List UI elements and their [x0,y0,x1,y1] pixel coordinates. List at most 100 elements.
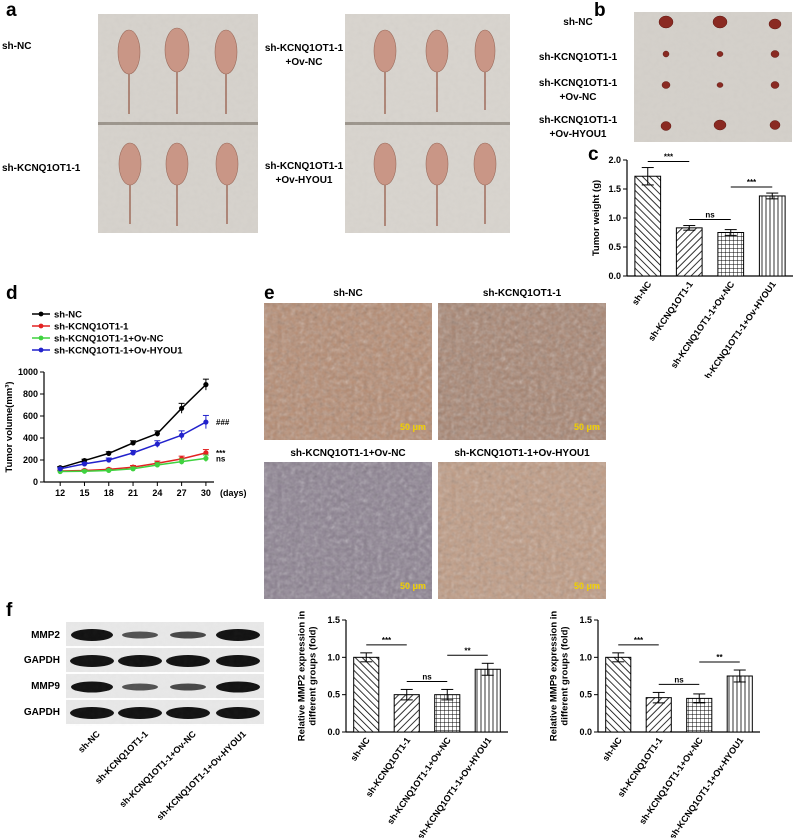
significance-label: ns [705,211,715,220]
mouse-photo-left [98,14,258,233]
panel-letter-e: e [264,283,275,304]
tumor-photo [634,12,792,142]
bar [645,697,672,733]
significance-label: ** [716,653,723,662]
legend-label: sh-KCNQ1OT1-1+Ov-NC [54,334,164,345]
x-tick-label: 15 [79,488,89,498]
y-tick-label: 800 [23,389,38,399]
chart-f-mmp2: 0.0 0.5 1.0 1.5 Relative MMP2 expression ind… [297,611,508,838]
significance-label: *** [382,636,392,645]
y-tick-label: 0.5 [579,690,592,700]
significance-label: *** [634,636,644,645]
x-tick-label: sh-KCNQ1OT1-1 [364,735,413,798]
scale-bar-1: 50 μm [574,422,601,432]
bar [686,697,713,733]
y-tick-label: 2.0 [608,155,621,165]
ihc-image-1 [438,303,606,440]
y-tick-label: 1.0 [608,213,621,223]
y-axis-label: Tumor weight (g) [591,180,602,256]
legend-marker [38,311,44,317]
x-tick-label: 12 [55,488,65,498]
blot-lane-label: sh-NC [76,729,102,755]
scale-bar-2: 50 μm [400,581,427,591]
mouse-shapes-left [117,27,239,226]
significance-label: *** [216,449,226,458]
y-axis-label: Tumor volume(mm³) [4,381,15,472]
x-tick-label: sh-KCNQ1OT1-1+Ov-HYOU1 [700,279,778,378]
x-tick-label: sh-NC [348,735,372,763]
wb-label-mmp2: MMP2 [31,630,60,641]
data-point [106,457,112,463]
data-point [179,459,185,465]
panel-b-row-label-3: sh-KCNQ1OT1-1 +Ov-HYOU1 [538,115,618,140]
wb-label-gapdh-1: GAPDH [23,655,60,666]
tumor-samples [658,15,782,131]
bar [434,694,461,733]
y-tick-label: 1.0 [327,652,340,662]
x-tick-label: sh-KCNQ1OT1-1+Ov-HYOU1 [415,735,493,838]
y-tick-label: 600 [23,411,38,421]
y-axis-label: Relative MMP9 expression indifferent gro… [549,611,571,742]
significance-label: ** [464,646,471,655]
significance-label: ### [216,418,230,427]
y-tick-label: 0.0 [327,727,340,737]
significance-label: *** [747,178,757,187]
legend-marker [38,323,44,329]
significance-label: ns [216,454,226,463]
bar [605,656,632,733]
data-point [154,462,160,468]
ihc-title-3: sh-KCNQ1OT1-1+Ov-HYOU1 [454,448,590,459]
y-axis-label: Relative MMP2 expression indifferent gro… [297,611,319,742]
mouse-photo-right [345,14,510,233]
bar [353,656,380,733]
scale-bar-3: 50 μm [574,581,601,591]
y-tick-label: 0.5 [327,690,340,700]
panel-b-row-label-1: sh-KCNQ1OT1-1 [538,52,618,63]
y-tick-label: 1.5 [608,184,621,194]
data-point [130,466,136,472]
x-tick-label: sh-NC [630,279,654,307]
ihc-title-2: sh-KCNQ1OT1-1+Ov-NC [290,448,406,459]
y-tick-label: 1.5 [327,615,340,625]
x-tick-label: 21 [128,488,138,498]
blot-lane-label: sh-KCNQ1OT1-1+Ov-HYOU1 [155,729,248,822]
bar [717,232,745,277]
panel-letter-c: c [588,144,599,165]
ihc-image-3 [438,462,606,599]
panel-a-label-ov-hyou1: sh-KCNQ1OT1-1 +Ov-HYOU1 [264,161,344,186]
x-tick-label: sh-KCNQ1OT1-1 [616,735,665,798]
data-point [203,419,209,425]
chart-d: 0 200 400 600 800 1000 12 15 18 21 24 27 30 (days) Tum… [4,310,247,499]
data-point [130,450,136,456]
panel-b-row-label-2: sh-KCNQ1OT1-1 +Ov-NC [538,78,618,103]
x-tick-label: 30 [201,488,211,498]
data-point [179,432,185,438]
panel-b-row-label-0: sh-NC [563,17,593,28]
y-tick-label: 400 [23,433,38,443]
legend-marker [38,335,44,341]
data-point [203,450,209,456]
y-tick-label: 0.5 [608,242,621,252]
bar [726,675,753,733]
data-point [57,466,63,472]
y-tick-label: 0.0 [579,727,592,737]
data-point [106,467,112,474]
bar [393,694,420,733]
bar [474,668,501,733]
data-point [106,450,112,456]
x-tick-label: 27 [177,488,187,498]
x-tick-label: 18 [104,488,114,498]
x-tick-label: 24 [152,488,162,498]
legend-label: sh-KCNQ1OT1-1 [54,322,129,333]
legend-marker [38,347,44,353]
panel-a-label-sh-kcnq1ot1-1: sh-KCNQ1OT1-1 [2,163,81,174]
panel-letter-f: f [6,600,13,621]
bar [634,175,662,277]
ihc-image-2 [264,462,432,599]
legend-label: sh-NC [54,310,82,321]
data-point [81,468,88,474]
ihc-title-1: sh-KCNQ1OT1-1 [482,288,562,299]
x-axis-unit: (days) [220,488,247,498]
data-point [203,455,209,461]
ihc-image-0 [264,303,432,440]
